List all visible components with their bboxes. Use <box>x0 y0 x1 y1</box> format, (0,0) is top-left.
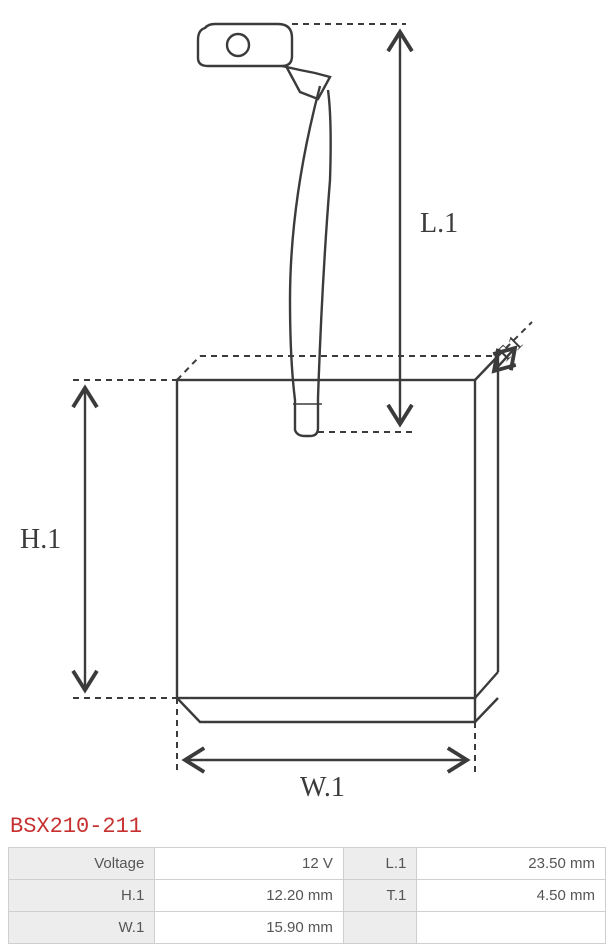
dimension-l1 <box>292 24 412 432</box>
label-w1: W.1 <box>300 772 345 803</box>
cell-label: W.1 <box>9 912 155 944</box>
brush-body <box>177 356 498 722</box>
cell-value: 12.20 mm <box>155 880 344 912</box>
table-row: H.1 12.20 mm T.1 4.50 mm <box>9 880 606 912</box>
table-row: Voltage 12 V L.1 23.50 mm <box>9 848 606 880</box>
cell-label <box>343 912 416 944</box>
cell-value: 12 V <box>155 848 344 880</box>
cell-label: L.1 <box>343 848 416 880</box>
cell-label: T.1 <box>343 880 416 912</box>
cell-label: H.1 <box>9 880 155 912</box>
dimension-h1 <box>73 380 177 698</box>
cell-value: 15.90 mm <box>155 912 344 944</box>
diagram-svg: H.1 W.1 L.1 T.1 <box>0 0 608 810</box>
cell-label: Voltage <box>9 848 155 880</box>
dimension-w1 <box>177 698 475 772</box>
lead-wire <box>290 86 331 436</box>
product-title: BSX210-211 <box>0 810 608 847</box>
cell-value: 23.50 mm <box>417 848 606 880</box>
spec-table: Voltage 12 V L.1 23.50 mm H.1 12.20 mm T… <box>8 847 606 944</box>
terminal-lug <box>198 24 330 99</box>
label-t1: T.1 <box>490 330 528 368</box>
technical-diagram: H.1 W.1 L.1 T.1 <box>0 0 608 810</box>
label-l1: L.1 <box>420 208 458 239</box>
table-row: W.1 15.90 mm <box>9 912 606 944</box>
label-h1: H.1 <box>20 524 61 555</box>
cell-value <box>417 912 606 944</box>
cell-value: 4.50 mm <box>417 880 606 912</box>
